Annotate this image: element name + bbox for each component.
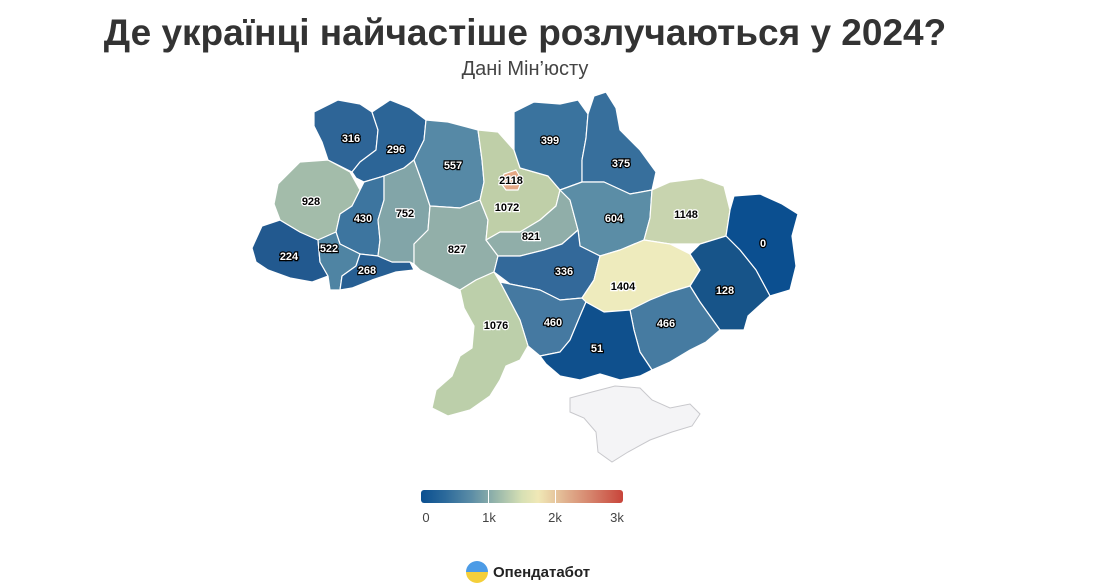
region-value-zakarpattia: 224 — [280, 251, 299, 263]
region-chernivtsi — [339, 253, 415, 291]
region-kyiv-city — [499, 169, 523, 191]
region-value-poltava: 604 — [605, 213, 624, 225]
region-value-khmelnytskyi: 752 — [396, 208, 414, 220]
legend-tick-mark — [488, 490, 489, 503]
legend-label-2k: 2k — [548, 510, 562, 525]
region-value-sumy: 375 — [612, 158, 630, 170]
page-subtitle: Дані Мін’юсту — [461, 58, 589, 80]
region-value-kyiv-city: 2118 — [499, 175, 523, 187]
region-crimea — [569, 385, 701, 463]
region-value-mykolaiv: 460 — [544, 317, 562, 329]
region-value-kirovohrad: 336 — [555, 266, 573, 278]
color-legend: 0 1k 2k 3k — [421, 490, 624, 530]
region-value-ternopil: 430 — [354, 213, 372, 225]
region-value-rivne: 296 — [387, 144, 405, 156]
region-odesa — [431, 271, 529, 417]
opendatabot-logo-icon — [466, 561, 488, 583]
legend-label-0: 0 — [422, 510, 430, 525]
brand-name: Опендатабот — [493, 563, 591, 581]
region-value-chernihiv: 399 — [541, 135, 559, 147]
region-value-lviv: 928 — [302, 196, 320, 208]
region-value-vinnytsia: 827 — [448, 244, 466, 256]
region-value-kherson: 51 — [591, 343, 603, 355]
region-value-dnipropetrovsk: 1404 — [611, 281, 636, 293]
legend-label-3k: 3k — [610, 510, 624, 525]
region-value-volyn: 316 — [342, 133, 360, 145]
region-value-zhytomyr: 557 — [444, 160, 462, 172]
region-kherson — [539, 301, 653, 381]
region-value-zaporizhzhia: 466 — [657, 318, 675, 330]
legend-tick-mark — [555, 490, 556, 503]
region-value-ivano-frankivsk: 522 — [320, 243, 338, 255]
region-sumy — [581, 91, 657, 195]
region-value-donetsk: 128 — [716, 285, 734, 297]
region-value-kyiv-oblast: 1072 — [495, 202, 519, 214]
region-donetsk — [689, 235, 771, 331]
brand-footer[interactable]: Опендатабот — [466, 560, 590, 584]
region-value-luhansk: 0 — [760, 238, 766, 250]
page-title: Де українці найчастіше розлучаються у 20… — [103, 12, 947, 53]
legend-gradient-bar — [421, 490, 623, 503]
region-value-chernivtsi: 268 — [358, 265, 376, 277]
region-value-kharkiv: 1148 — [674, 209, 698, 221]
legend-label-1k: 1k — [482, 510, 496, 525]
region-value-odesa: 1076 — [484, 320, 508, 332]
region-value-cherkasy: 821 — [522, 231, 540, 243]
